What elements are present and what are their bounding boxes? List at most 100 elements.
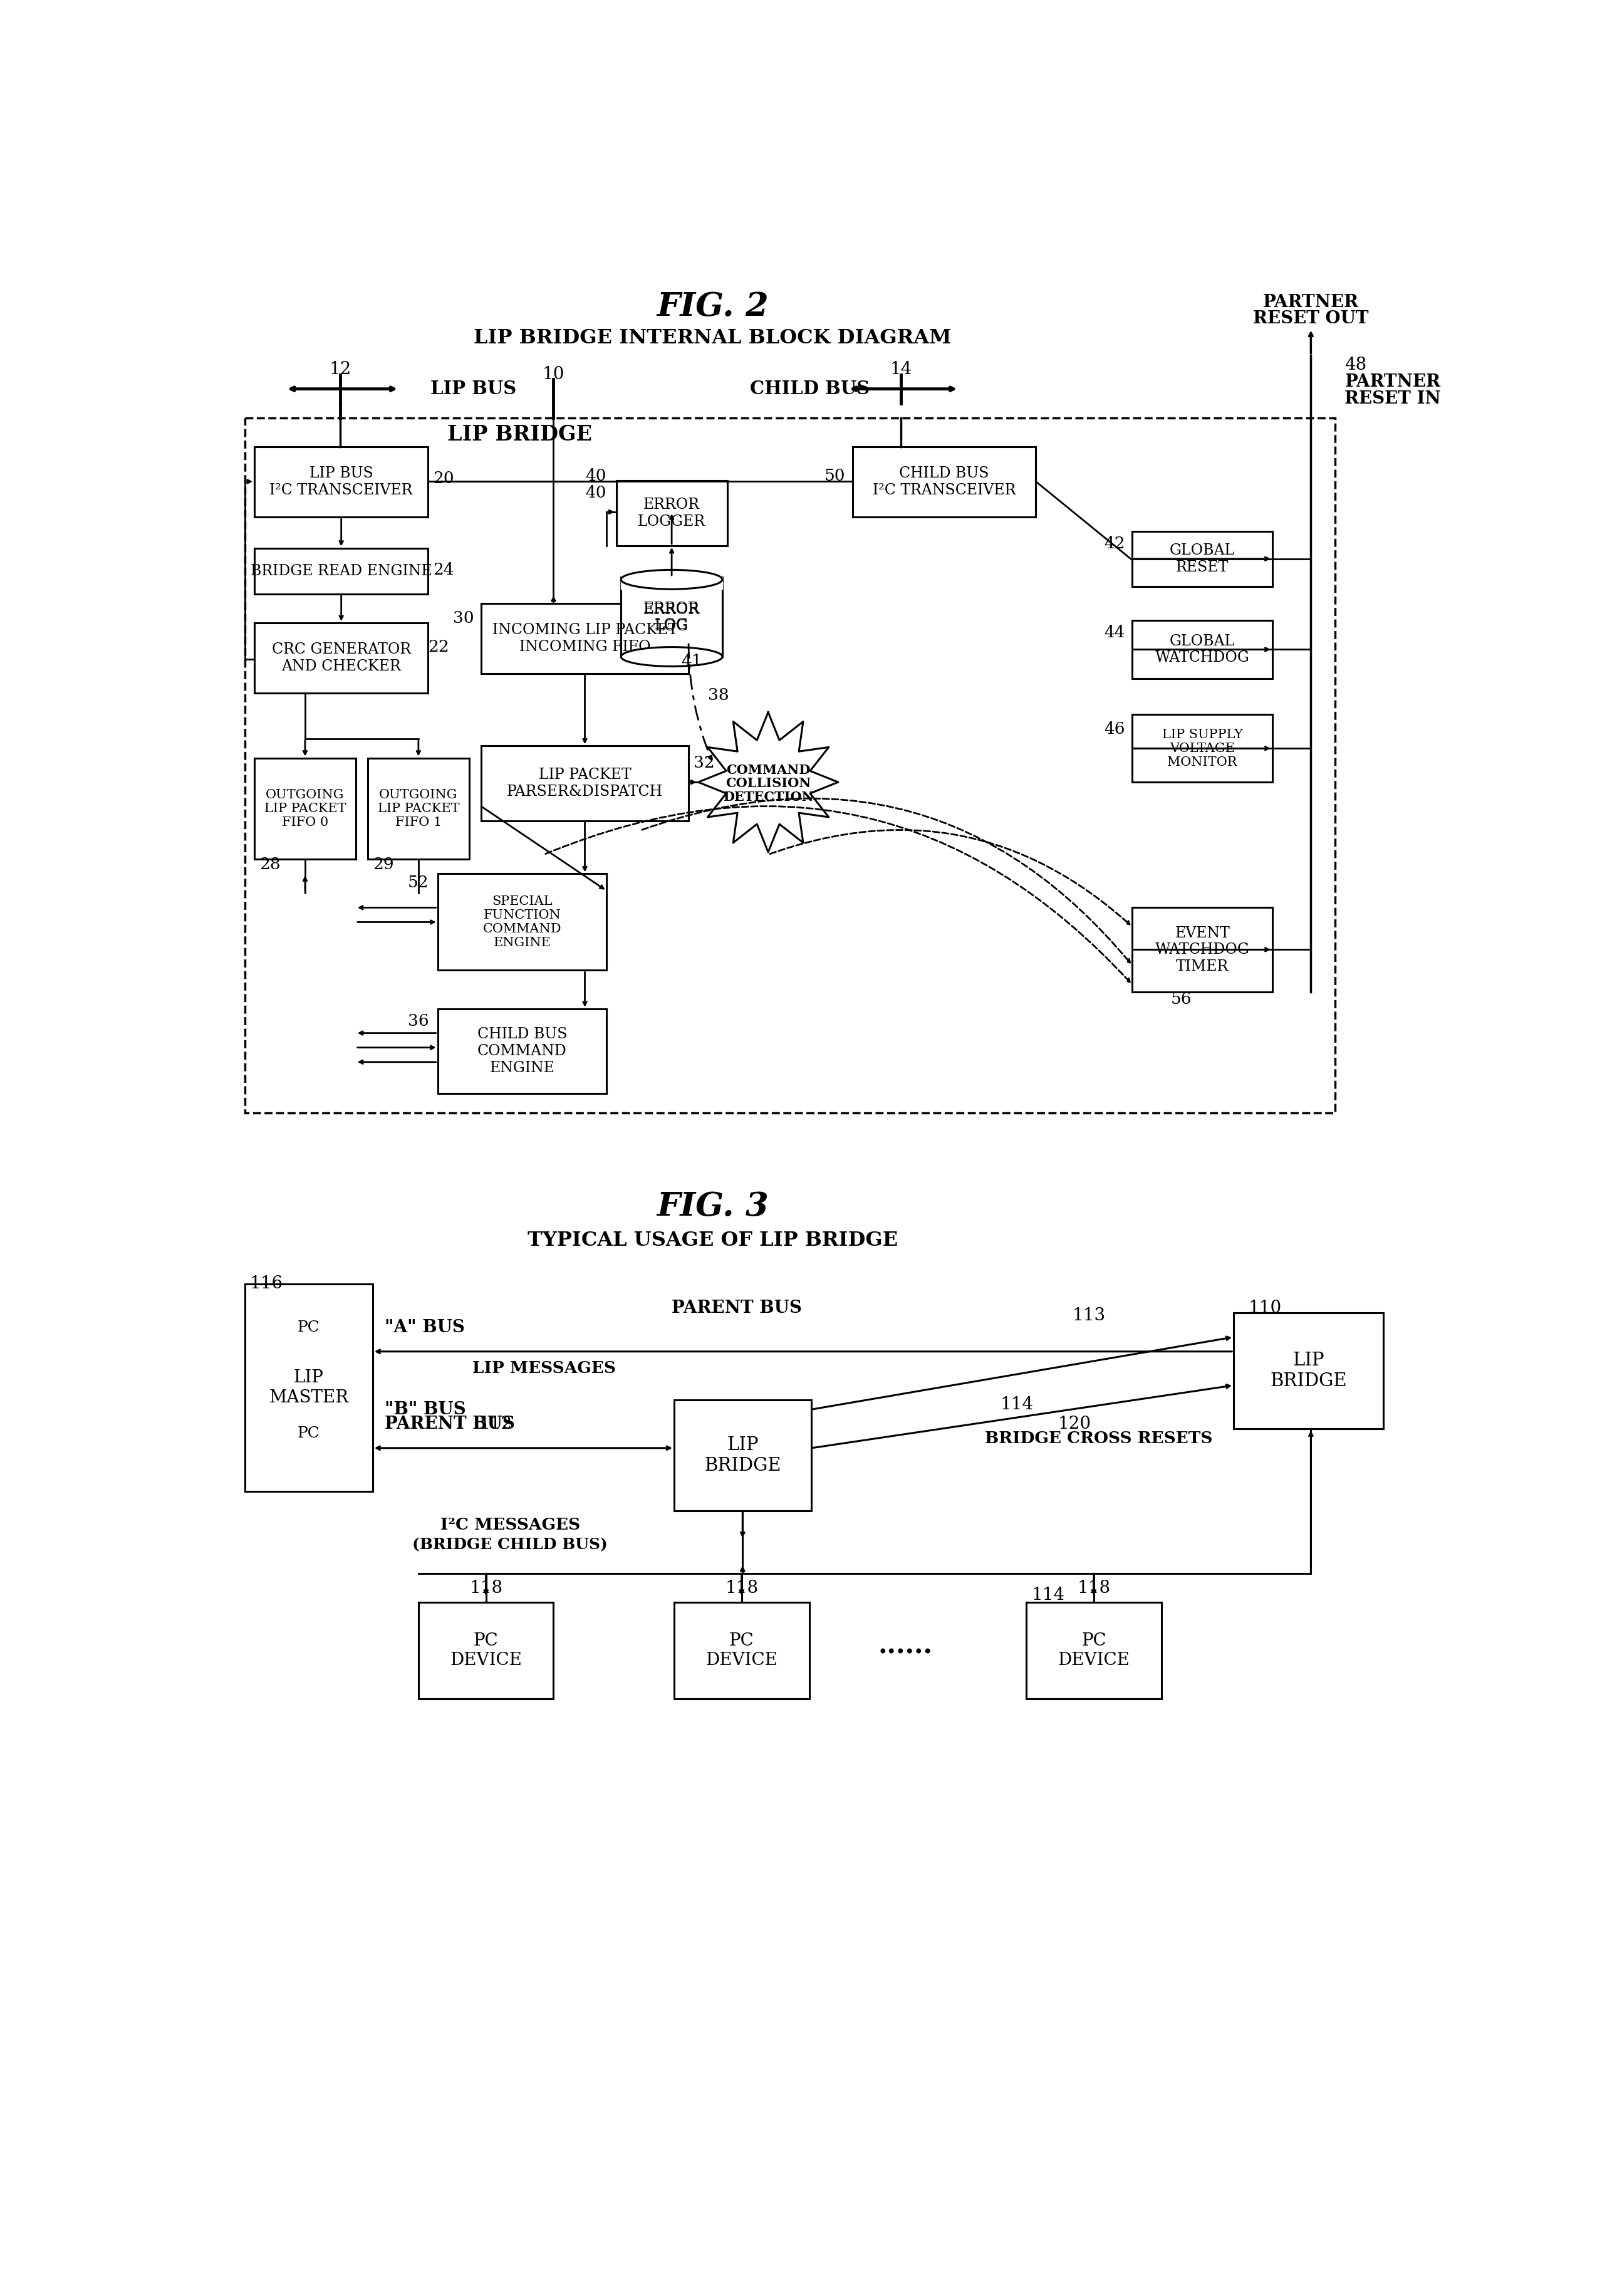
Text: COMMAND: COMMAND	[726, 765, 810, 776]
Text: 24: 24	[433, 563, 454, 579]
Text: PC
DEVICE: PC DEVICE	[705, 1632, 778, 1669]
Text: 14: 14	[889, 360, 912, 379]
Bar	[1234, 1313, 1383, 1428]
Text: 38: 38	[708, 687, 729, 703]
Bar	[616, 480, 728, 546]
Bar	[254, 448, 429, 517]
Text: PARENT BUS: PARENT BUS	[671, 1300, 802, 1316]
Text: ERROR
LOG: ERROR LOG	[644, 602, 700, 634]
Bar	[438, 875, 606, 971]
Text: 44: 44	[1104, 625, 1125, 641]
Text: BRIDGE READ ENGINE: BRIDGE READ ENGINE	[251, 565, 432, 579]
Text: 40: 40	[585, 484, 606, 501]
Bar	[674, 1603, 808, 1699]
Text: I²C MESSAGES: I²C MESSAGES	[440, 1518, 581, 1534]
Text: 29: 29	[372, 856, 393, 872]
Text: RESET IN: RESET IN	[1345, 390, 1441, 406]
Text: LIP MESSAGES: LIP MESSAGES	[472, 1362, 616, 1375]
Text: LIP BUS: LIP BUS	[430, 379, 516, 397]
Text: LIP SUPPLY
VOLTAGE
MONITOR: LIP SUPPLY VOLTAGE MONITOR	[1163, 728, 1243, 769]
Text: 112: 112	[479, 1414, 513, 1433]
Text: RESET OUT: RESET OUT	[1253, 310, 1368, 328]
Text: CRC GENERATOR
AND CHECKER: CRC GENERATOR AND CHECKER	[272, 643, 411, 673]
Text: PARENT BUS: PARENT BUS	[385, 1414, 514, 1433]
Text: 12: 12	[330, 360, 351, 379]
Bar	[244, 1283, 372, 1492]
Text: CHILD BUS
COMMAND
ENGINE: CHILD BUS COMMAND ENGINE	[477, 1026, 568, 1075]
Text: 40: 40	[585, 468, 606, 484]
Bar	[438, 1008, 606, 1093]
Text: PC
DEVICE: PC DEVICE	[1058, 1632, 1130, 1669]
Text: PC
DEVICE: PC DEVICE	[450, 1632, 522, 1669]
Text: INCOMING LIP PACKET
INCOMING FIFO: INCOMING LIP PACKET INCOMING FIFO	[492, 622, 678, 654]
Text: PARTNER: PARTNER	[1345, 374, 1441, 390]
Text: 113: 113	[1072, 1306, 1106, 1325]
Text: LIP
BRIDGE: LIP BRIDGE	[1269, 1352, 1347, 1389]
Text: 32: 32	[694, 755, 715, 771]
Text: GLOBAL
RESET: GLOBAL RESET	[1169, 544, 1235, 574]
Bar	[1132, 530, 1273, 588]
Text: 52: 52	[407, 875, 429, 891]
Text: "A" BUS: "A" BUS	[385, 1318, 464, 1336]
Text: ERROR
LOG: ERROR LOG	[644, 602, 700, 631]
Text: 22: 22	[429, 638, 450, 654]
Bar	[674, 1401, 812, 1511]
Bar	[254, 622, 429, 693]
Text: 110: 110	[1248, 1300, 1282, 1316]
Bar	[244, 418, 1336, 1114]
Text: 118: 118	[724, 1580, 758, 1596]
Bar	[254, 549, 429, 595]
Text: 118: 118	[1077, 1580, 1111, 1596]
Text: 48: 48	[1345, 356, 1366, 374]
Text: 28: 28	[259, 856, 280, 872]
Text: 36: 36	[407, 1013, 429, 1029]
Text: FIG. 3: FIG. 3	[657, 1192, 768, 1224]
Text: LIP
MASTER: LIP MASTER	[268, 1368, 349, 1405]
Ellipse shape	[621, 647, 723, 666]
Text: LIP BUS
I²C TRANSCEIVER: LIP BUS I²C TRANSCEIVER	[270, 466, 412, 498]
Text: GLOBAL
WATCHDOG: GLOBAL WATCHDOG	[1155, 634, 1250, 666]
Text: 114: 114	[999, 1396, 1033, 1412]
Text: 30: 30	[453, 611, 474, 627]
Text: CHILD BUS: CHILD BUS	[750, 379, 870, 397]
Text: 50: 50	[825, 468, 846, 484]
Text: "B" BUS: "B" BUS	[385, 1401, 466, 1419]
Text: 120: 120	[1058, 1414, 1091, 1433]
Text: LIP
BRIDGE: LIP BRIDGE	[705, 1437, 781, 1474]
Text: PC: PC	[298, 1426, 320, 1442]
Text: 114: 114	[1032, 1587, 1064, 1603]
Text: DETECTION: DETECTION	[723, 790, 813, 804]
Text: 20: 20	[433, 471, 454, 487]
Text: COLLISION: COLLISION	[726, 778, 810, 790]
Text: EVENT
WATCHDOG
TIMER: EVENT WATCHDOG TIMER	[1155, 925, 1250, 974]
Bar	[852, 448, 1036, 517]
Text: LIP BRIDGE: LIP BRIDGE	[448, 425, 592, 445]
Text: 10: 10	[542, 365, 564, 383]
Text: LIP BRIDGE INTERNAL BLOCK DIAGRAM: LIP BRIDGE INTERNAL BLOCK DIAGRAM	[474, 328, 951, 349]
Text: (BRIDGE CHILD BUS): (BRIDGE CHILD BUS)	[412, 1536, 608, 1552]
Ellipse shape	[621, 569, 723, 590]
Text: FIG. 2: FIG. 2	[657, 292, 768, 324]
Text: PC: PC	[298, 1320, 320, 1334]
Bar	[1132, 907, 1273, 992]
Bar	[1027, 1603, 1161, 1699]
Polygon shape	[621, 576, 723, 590]
Bar	[419, 1603, 553, 1699]
Bar	[1132, 620, 1273, 677]
Text: TYPICAL USAGE OF LIP BRIDGE: TYPICAL USAGE OF LIP BRIDGE	[527, 1231, 897, 1251]
Text: 46: 46	[1104, 721, 1125, 737]
Text: 41: 41	[681, 654, 702, 670]
Text: OUTGOING
LIP PACKET
FIFO 1: OUTGOING LIP PACKET FIFO 1	[377, 790, 459, 829]
Text: SPECIAL
FUNCTION
COMMAND
ENGINE: SPECIAL FUNCTION COMMAND ENGINE	[483, 895, 561, 948]
Text: 42: 42	[1104, 535, 1125, 551]
Text: OUTGOING
LIP PACKET
FIFO 0: OUTGOING LIP PACKET FIFO 0	[264, 790, 346, 829]
Text: LIP PACKET
PARSER&DISPATCH: LIP PACKET PARSER&DISPATCH	[506, 767, 663, 799]
Text: ERROR
LOGGER: ERROR LOGGER	[637, 498, 705, 528]
Text: ......: ......	[878, 1632, 933, 1660]
Bar	[1132, 714, 1273, 783]
Text: 56: 56	[1171, 992, 1192, 1008]
Bar	[482, 604, 689, 673]
Bar	[254, 758, 356, 859]
Bar	[367, 758, 469, 859]
Text: 116: 116	[249, 1277, 283, 1293]
